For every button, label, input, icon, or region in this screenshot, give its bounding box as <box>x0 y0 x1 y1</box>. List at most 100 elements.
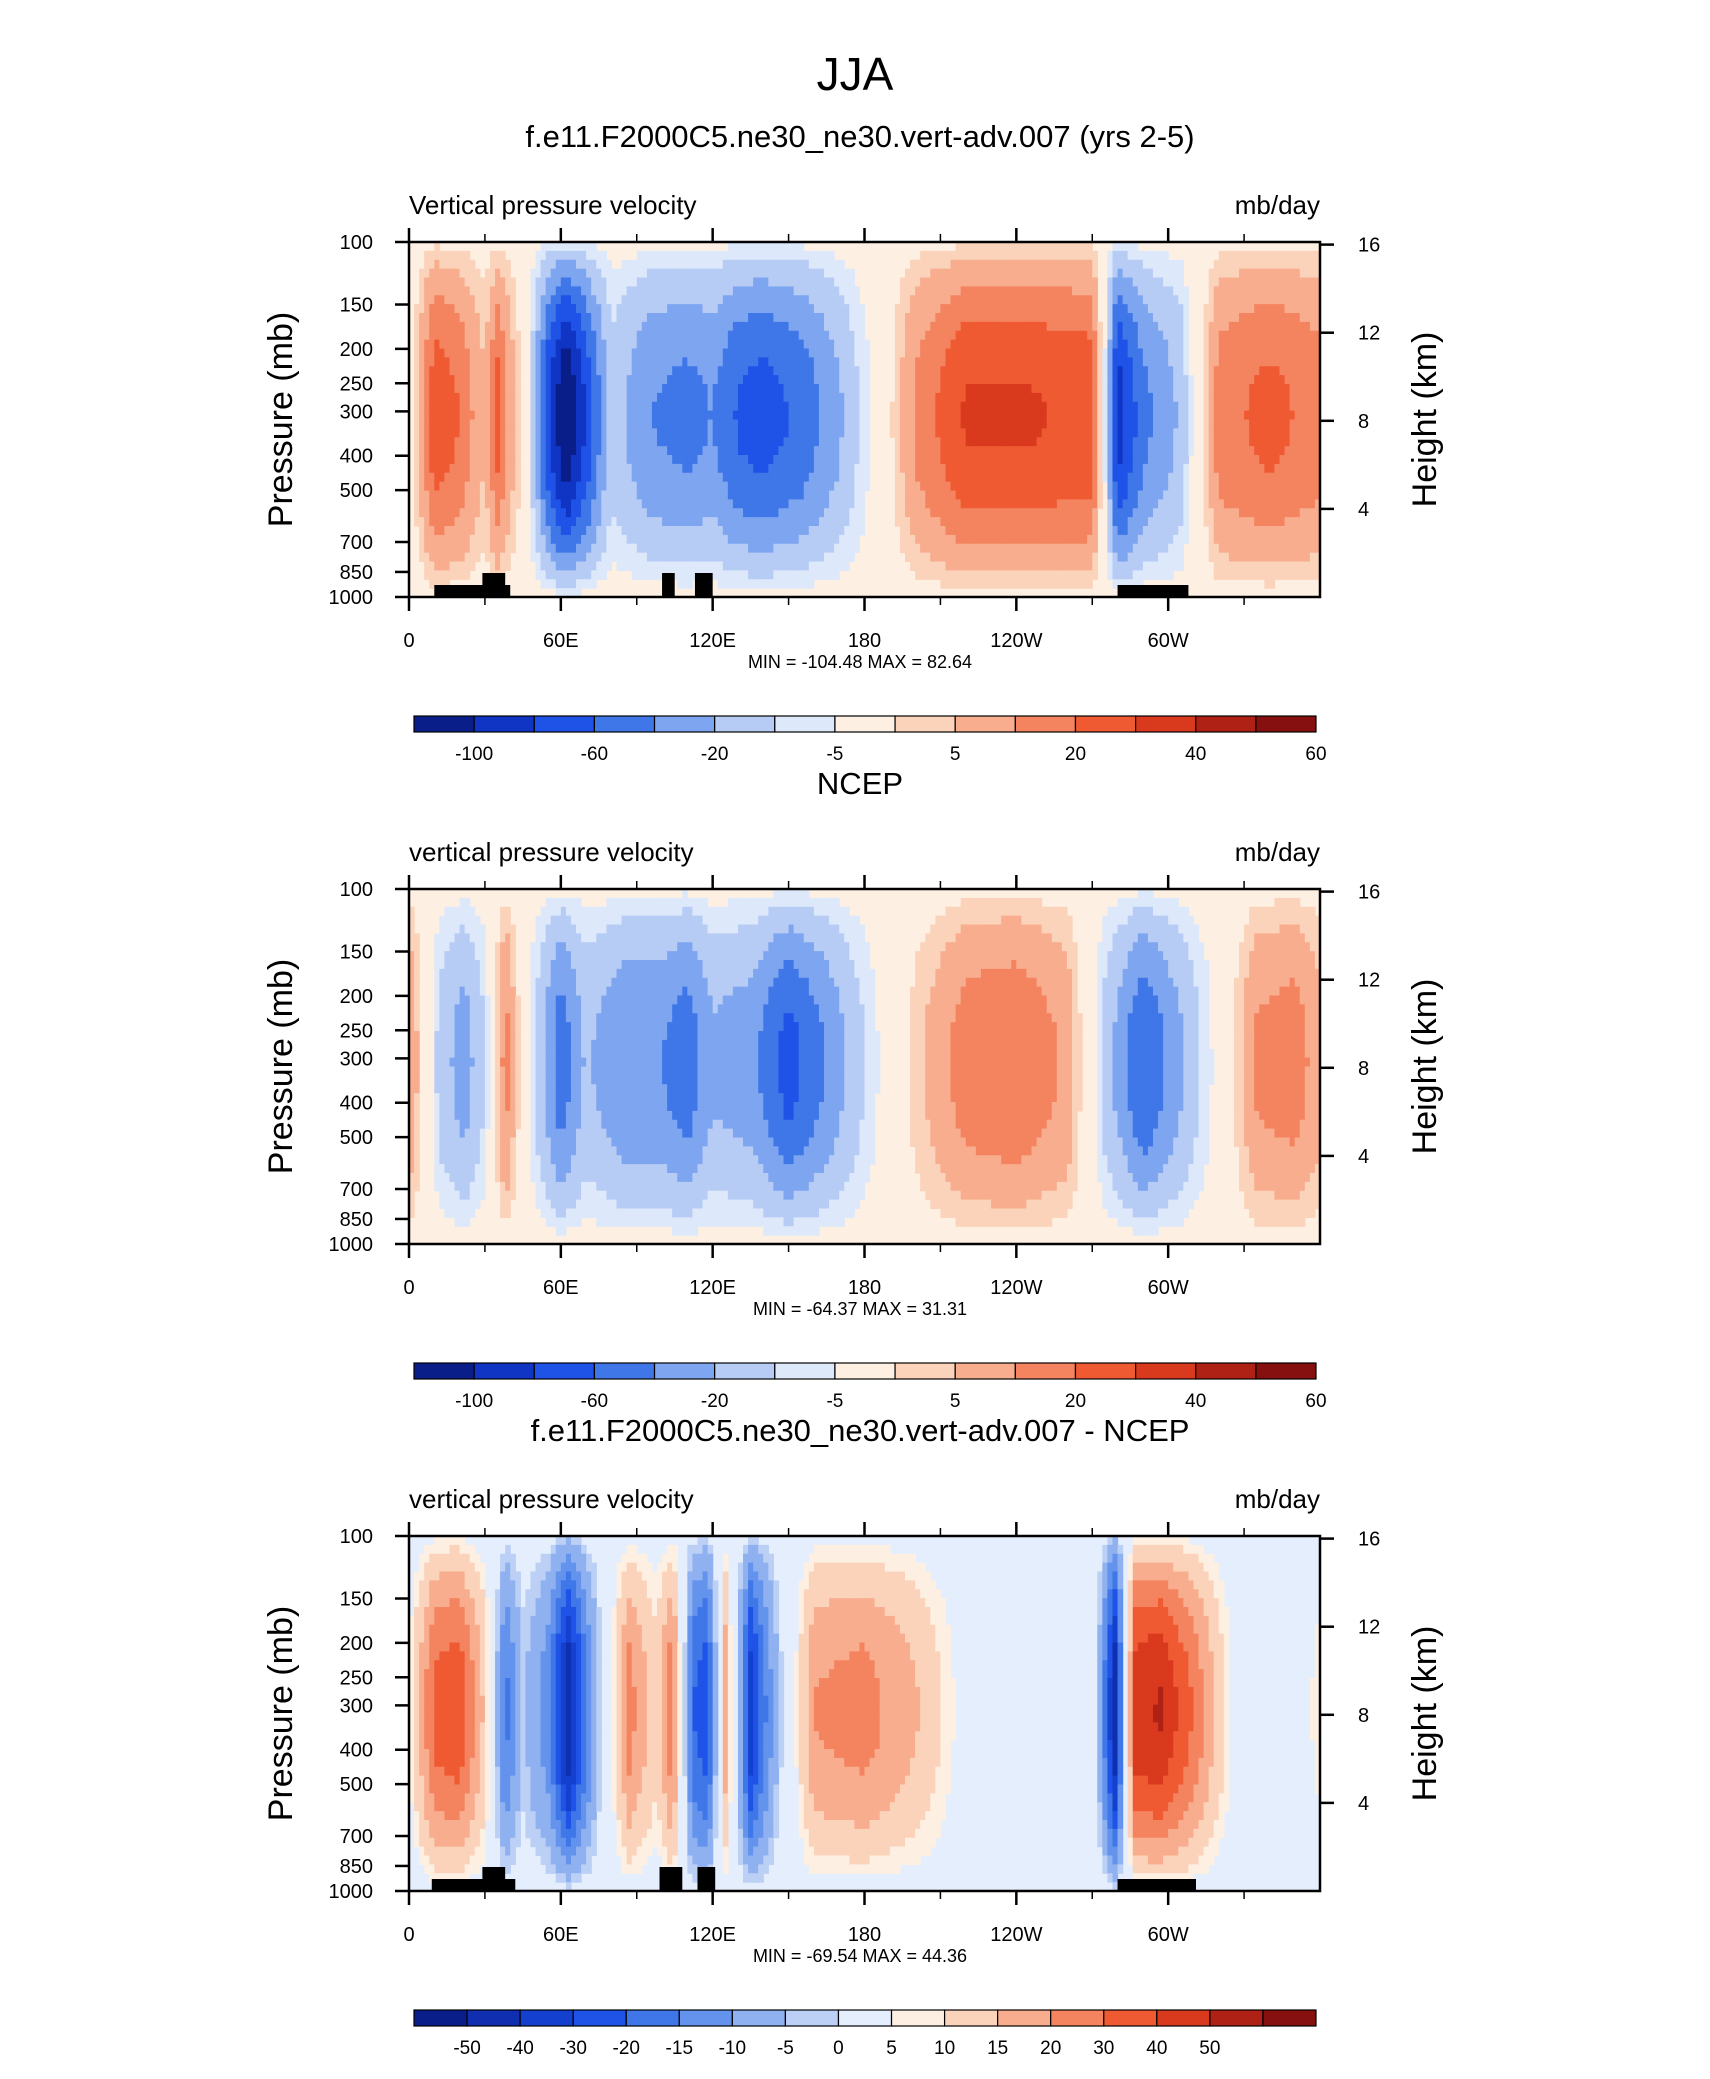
field-cell <box>631 268 638 279</box>
field-cell <box>530 313 537 323</box>
field-cell <box>495 508 501 518</box>
field-cell <box>1077 304 1083 314</box>
field-cell <box>636 348 643 358</box>
field-cell <box>449 446 456 456</box>
field-cell <box>641 277 648 287</box>
field-cell <box>970 277 977 287</box>
field-cell <box>459 437 466 447</box>
field-cell <box>985 490 992 500</box>
field-cell <box>672 286 678 296</box>
field-cell <box>596 472 602 483</box>
field-cell <box>748 490 754 500</box>
field-cell <box>469 366 476 376</box>
field-cell <box>1092 286 1098 296</box>
field-cell <box>1011 286 1017 296</box>
field-cell <box>818 384 825 394</box>
field-cell <box>1072 428 1078 438</box>
field-cell <box>616 375 623 385</box>
field-cell <box>454 481 461 492</box>
field-cell <box>697 437 704 447</box>
field-cell <box>798 268 805 279</box>
field-cell <box>495 455 501 465</box>
field-cell <box>849 499 855 509</box>
field-cell <box>495 259 501 270</box>
field-cell <box>722 579 729 589</box>
field-cell <box>829 410 835 421</box>
field-cell <box>712 446 719 456</box>
field-cell <box>560 259 567 270</box>
field-cell <box>950 499 957 509</box>
field-cell <box>1061 259 1068 270</box>
field-cell <box>727 526 734 536</box>
field-cell <box>641 437 648 447</box>
field-cell <box>1112 534 1119 545</box>
field-cell <box>1097 437 1103 447</box>
field-cell <box>581 250 587 261</box>
field-cell <box>1021 446 1028 456</box>
field-cell <box>950 561 957 571</box>
field-cell <box>824 313 830 323</box>
field-cell <box>434 304 440 314</box>
field-cell <box>672 330 678 341</box>
field-cell <box>844 517 850 527</box>
field-cell <box>712 543 719 554</box>
field-cell <box>758 375 764 385</box>
field-cell <box>773 348 780 358</box>
field-cell <box>798 330 805 341</box>
field-cell <box>1107 277 1114 287</box>
field-cell <box>1046 428 1053 438</box>
field-cell <box>930 304 936 314</box>
field-cell <box>1021 242 1028 252</box>
field-cell <box>692 543 699 554</box>
field-cell <box>591 428 597 438</box>
field-cell <box>505 517 511 527</box>
field-cell <box>484 366 491 376</box>
field-cell <box>464 534 471 545</box>
field-cell <box>996 313 1002 323</box>
field-cell <box>996 472 1002 483</box>
field-cell <box>479 410 486 421</box>
field-cell <box>960 552 967 563</box>
field-cell <box>1046 517 1053 527</box>
field-cell <box>793 348 800 358</box>
field-cell <box>910 401 916 412</box>
field-cell <box>565 384 572 394</box>
field-cell <box>495 304 501 314</box>
field-cell <box>1061 428 1068 438</box>
field-cell <box>1021 517 1028 527</box>
field-cell <box>945 472 952 483</box>
field-cell <box>495 321 501 332</box>
field-cell <box>500 455 506 465</box>
field-cell <box>1051 348 1058 358</box>
field-cell <box>1016 401 1022 412</box>
field-cell <box>737 348 744 358</box>
field-cell <box>824 277 830 287</box>
field-cell <box>788 579 795 589</box>
field-cell <box>803 419 810 429</box>
field-cell <box>965 437 972 447</box>
field-cell <box>565 446 572 456</box>
field-cell <box>570 552 577 563</box>
field-cell <box>717 517 724 527</box>
field-cell <box>1056 455 1063 465</box>
field-cell <box>727 250 734 261</box>
field-cell <box>697 419 704 429</box>
field-cell <box>429 455 435 465</box>
field-cell <box>970 259 977 270</box>
field-cell <box>586 250 592 261</box>
field-cell <box>768 428 774 438</box>
field-cell <box>1087 534 1093 545</box>
field-cell <box>1107 446 1114 456</box>
field-cell <box>1066 437 1073 447</box>
field-cell <box>530 286 537 296</box>
field-cell <box>576 561 582 571</box>
field-cell <box>1011 455 1017 465</box>
field-cell <box>560 295 567 305</box>
field-cell <box>722 526 729 536</box>
field-cell <box>697 561 704 571</box>
field-cell <box>758 366 764 376</box>
field-cell <box>662 259 668 270</box>
field-cell <box>570 561 577 571</box>
field-cell <box>732 579 739 589</box>
field-cell <box>996 499 1002 509</box>
